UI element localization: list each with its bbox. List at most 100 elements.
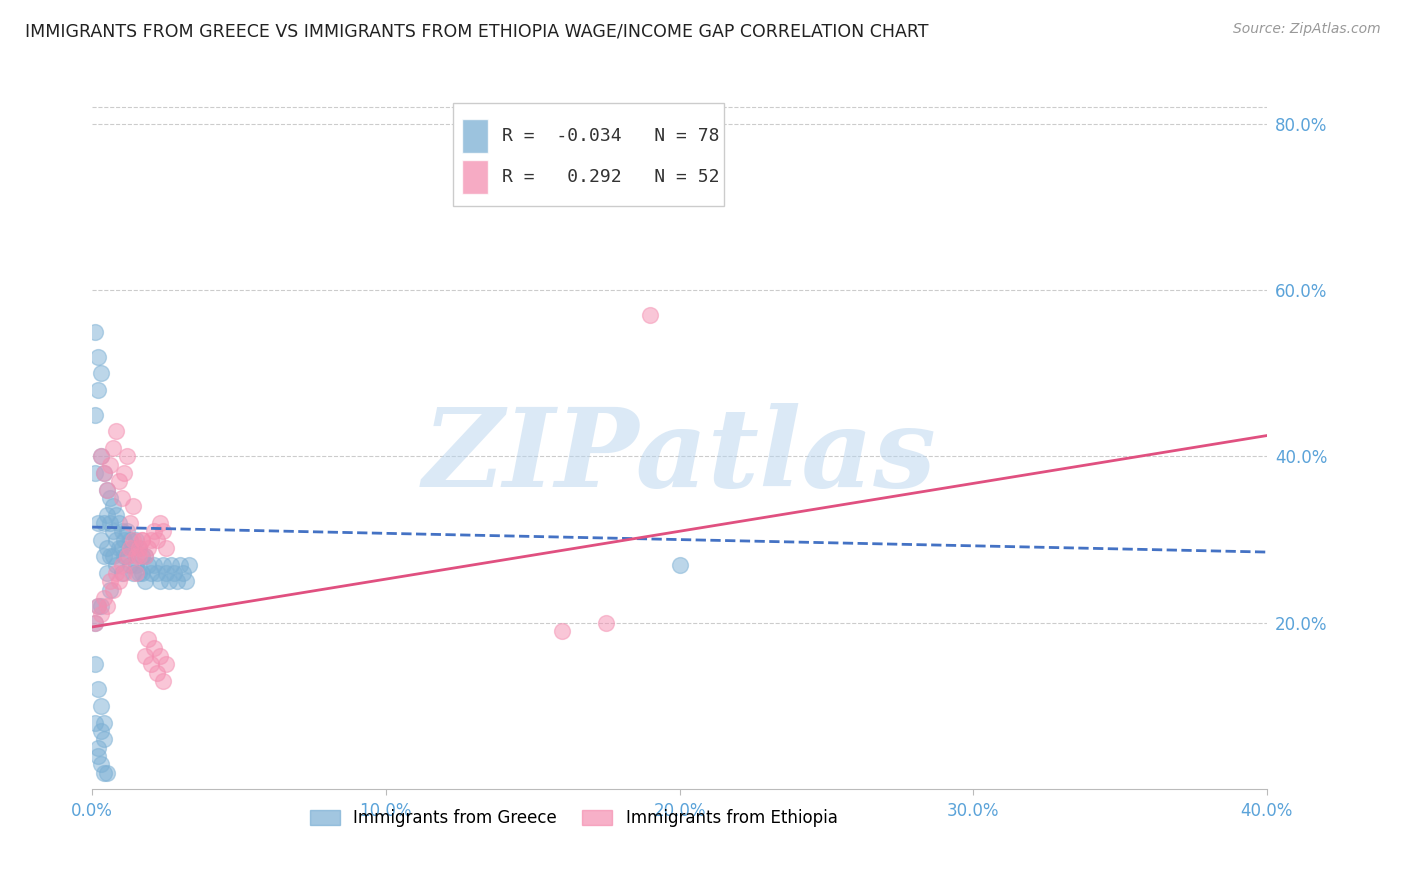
Point (96, 508, 118, 522)
Legend: Immigrants from Greece, Immigrants from Ethiopia: Immigrants from Greece, Immigrants from … (304, 803, 844, 834)
Point (155, 541, 177, 555)
Point (93, 466, 115, 480)
Point (136, 558, 159, 572)
Point (104, 508, 127, 522)
Point (101, 524, 124, 539)
Point (142, 558, 165, 572)
Point (93, 715, 115, 730)
Point (84, 408, 107, 422)
Point (139, 657, 162, 672)
Point (104, 425, 127, 439)
Point (134, 649, 156, 664)
Point (131, 533, 153, 547)
Point (134, 549, 156, 564)
Point (107, 516, 129, 530)
Point (114, 566, 136, 580)
Point (122, 566, 145, 580)
Point (107, 541, 129, 555)
Point (128, 541, 150, 555)
Point (107, 475, 129, 489)
Point (122, 500, 145, 514)
Point (90, 533, 112, 547)
Point (96, 599, 118, 614)
Point (104, 558, 127, 572)
Point (84, 466, 107, 480)
Point (120, 533, 142, 547)
FancyBboxPatch shape (453, 103, 724, 206)
Point (84, 657, 107, 672)
Point (146, 533, 169, 547)
Point (120, 516, 142, 530)
Point (117, 524, 139, 539)
Point (160, 558, 183, 572)
Point (96, 483, 118, 497)
Point (668, 558, 690, 572)
Point (98, 516, 121, 530)
Point (163, 566, 186, 580)
Point (142, 640, 165, 655)
Point (114, 466, 136, 480)
Point (125, 533, 148, 547)
Point (142, 524, 165, 539)
Point (139, 533, 162, 547)
Point (101, 549, 124, 564)
Point (114, 549, 136, 564)
Point (152, 673, 174, 688)
Point (149, 649, 172, 664)
Point (122, 541, 145, 555)
Point (84, 615, 107, 630)
Point (98, 574, 121, 589)
Point (98, 549, 121, 564)
Point (177, 558, 200, 572)
Point (131, 566, 153, 580)
Point (120, 558, 142, 572)
Point (146, 665, 169, 680)
Point (90, 450, 112, 464)
Text: R =   0.292   N = 52: R = 0.292 N = 52 (502, 169, 720, 186)
Point (134, 549, 156, 564)
Point (87, 599, 110, 614)
Point (87, 516, 110, 530)
Point (117, 549, 139, 564)
FancyBboxPatch shape (463, 161, 488, 194)
Point (84, 325, 107, 339)
Point (128, 566, 150, 580)
Point (172, 566, 194, 580)
Point (90, 607, 112, 622)
Point (125, 566, 148, 580)
Point (131, 549, 153, 564)
Point (98, 458, 121, 472)
Text: IMMIGRANTS FROM GREECE VS IMMIGRANTS FROM ETHIOPIA WAGE/INCOME GAP CORRELATION C: IMMIGRANTS FROM GREECE VS IMMIGRANTS FRO… (25, 22, 929, 40)
Point (128, 549, 150, 564)
Point (110, 566, 132, 580)
Point (595, 615, 617, 630)
Point (87, 383, 110, 397)
Point (87, 740, 110, 755)
Point (90, 723, 112, 738)
Point (174, 574, 197, 589)
Point (93, 466, 115, 480)
Point (104, 566, 127, 580)
Point (134, 574, 156, 589)
Point (149, 574, 172, 589)
Point (149, 516, 172, 530)
Point (131, 533, 153, 547)
Point (87, 350, 110, 364)
Text: Source: ZipAtlas.com: Source: ZipAtlas.com (1233, 22, 1381, 37)
Point (93, 516, 115, 530)
Point (90, 757, 112, 772)
Text: R =  -0.034   N = 78: R = -0.034 N = 78 (502, 128, 720, 145)
Point (155, 657, 177, 672)
Point (136, 541, 159, 555)
Point (110, 558, 132, 572)
Point (96, 483, 118, 497)
Point (93, 765, 115, 780)
Point (551, 624, 574, 639)
Point (110, 541, 132, 555)
Point (93, 732, 115, 747)
Point (87, 682, 110, 697)
Point (90, 698, 112, 713)
Point (90, 366, 112, 380)
Point (117, 549, 139, 564)
Point (98, 491, 121, 505)
